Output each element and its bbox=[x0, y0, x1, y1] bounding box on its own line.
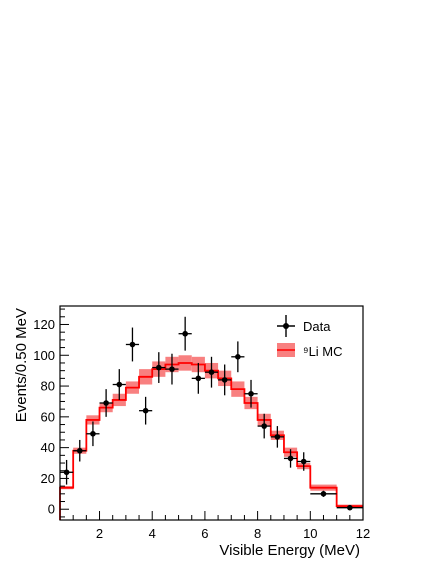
legend-data-label: Data bbox=[303, 319, 331, 334]
y-tick-label: 20 bbox=[41, 471, 55, 486]
data-points bbox=[60, 316, 363, 511]
data-point-marker bbox=[76, 447, 83, 454]
data-point bbox=[112, 369, 126, 400]
x-tick-label: 10 bbox=[303, 526, 317, 541]
x-tick-label: 12 bbox=[356, 526, 370, 541]
legend-mc-marker bbox=[277, 343, 295, 357]
y-tick-label: 80 bbox=[41, 379, 55, 394]
x-axis-title: Visible Energy (MeV) bbox=[219, 542, 360, 559]
data-point bbox=[139, 396, 153, 425]
x-tick-label: 2 bbox=[96, 526, 103, 541]
data-point-marker bbox=[221, 377, 228, 383]
data-point bbox=[270, 426, 284, 448]
y-tick-label: 60 bbox=[41, 409, 55, 424]
data-point-marker bbox=[274, 434, 281, 440]
data-point-marker bbox=[208, 369, 215, 376]
data-point bbox=[165, 353, 179, 385]
data-point-marker bbox=[90, 430, 96, 437]
data-point-marker bbox=[103, 400, 109, 406]
legend-data-marker bbox=[277, 315, 295, 337]
y-tick-label: 0 bbox=[48, 502, 55, 517]
data-point bbox=[244, 379, 258, 408]
y-axis-title: Events/0.50 MeV bbox=[13, 308, 30, 422]
axis-ticks bbox=[60, 308, 364, 520]
plot-frame bbox=[59, 305, 364, 521]
mc-histogram bbox=[59, 362, 363, 520]
data-point bbox=[125, 327, 140, 362]
data-point-marker bbox=[129, 341, 136, 348]
data-point-marker bbox=[235, 354, 241, 360]
legend-mc-label: ⁹Li MC bbox=[303, 344, 343, 359]
data-point-marker bbox=[116, 381, 123, 388]
mc-histogram-line bbox=[59, 362, 363, 520]
x-tick-labels: 2 4 6 8 10 12 bbox=[96, 526, 370, 541]
data-point-marker bbox=[261, 423, 267, 429]
data-point bbox=[231, 341, 245, 373]
data-point bbox=[257, 413, 271, 439]
data-point bbox=[204, 356, 219, 388]
data-point-marker bbox=[142, 407, 149, 414]
data-point bbox=[178, 316, 192, 351]
x-tick-label: 4 bbox=[149, 526, 156, 541]
data-point-marker bbox=[287, 455, 294, 462]
data-point-marker bbox=[195, 375, 202, 382]
y-tick-label: 100 bbox=[33, 348, 55, 363]
data-point bbox=[191, 362, 205, 394]
data-point-marker bbox=[300, 458, 307, 465]
data-point bbox=[99, 389, 113, 417]
data-point bbox=[73, 439, 87, 462]
data-point bbox=[283, 449, 298, 468]
x-tick-label: 6 bbox=[201, 526, 208, 541]
y-tick-label: 40 bbox=[41, 440, 55, 455]
data-point-marker bbox=[169, 366, 175, 372]
data-point bbox=[336, 504, 363, 511]
data-point bbox=[218, 364, 232, 396]
data-point-marker bbox=[182, 330, 188, 337]
data-point bbox=[60, 459, 74, 485]
y-tick-labels: 0 20 40 60 80 100 120 bbox=[33, 317, 55, 517]
data-point-marker bbox=[320, 491, 327, 497]
y-tick-label: 120 bbox=[33, 317, 55, 332]
data-point bbox=[310, 490, 337, 497]
data-point-marker bbox=[63, 469, 70, 476]
data-point-marker bbox=[156, 364, 162, 371]
data-point bbox=[297, 452, 311, 471]
data-point bbox=[86, 421, 100, 447]
data-point-marker bbox=[248, 390, 254, 397]
data-point bbox=[152, 352, 166, 383]
x-tick-label: 8 bbox=[254, 526, 261, 541]
legend: Data ⁹Li MC bbox=[277, 315, 343, 359]
data-point-marker bbox=[347, 504, 353, 511]
